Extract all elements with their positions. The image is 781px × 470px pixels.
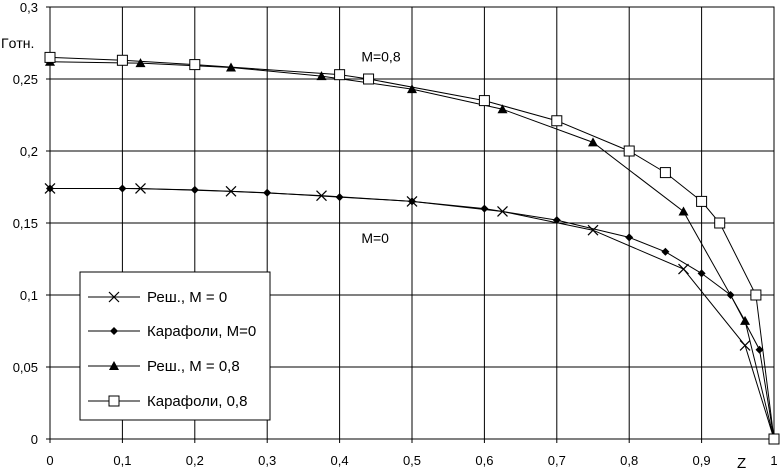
legend-label: Реш., М = 0,8 <box>147 358 240 375</box>
data-point <box>551 115 563 127</box>
data-point <box>189 59 201 71</box>
legend-label: Реш., М = 0 <box>147 289 227 306</box>
data-point <box>678 263 689 275</box>
data-point <box>316 71 327 81</box>
data-point <box>740 315 751 325</box>
x-tick-label: 0,2 <box>186 453 204 468</box>
data-point <box>659 167 671 179</box>
y-tick-label: 0,15 <box>13 216 38 231</box>
data-point <box>116 54 128 66</box>
y-tick-label: 0,1 <box>20 288 38 303</box>
annotation-m0: M=0 <box>361 230 389 246</box>
x-tick-label: 0 <box>46 453 53 468</box>
x-axis-label: Z <box>737 455 746 470</box>
x-tick-label: 0,9 <box>693 453 711 468</box>
data-point <box>334 69 346 81</box>
data-point <box>552 216 561 225</box>
annotation-m08: M=0,8 <box>361 49 401 65</box>
data-point <box>623 145 635 157</box>
data-point <box>190 185 199 194</box>
data-point <box>407 84 417 94</box>
data-point <box>696 195 708 207</box>
data-point <box>768 433 780 445</box>
legend-item-karafoli-08: Карафоли, 0,8 <box>88 393 247 410</box>
series-line <box>49 61 775 440</box>
x-tick-label: 0,1 <box>113 453 131 468</box>
data-point <box>478 95 490 107</box>
data-point <box>263 188 272 197</box>
data-point <box>480 204 489 213</box>
data-point <box>755 345 764 354</box>
series-1 <box>46 184 778 443</box>
data-point <box>739 339 751 351</box>
y-tick-label: 0,3 <box>20 0 38 15</box>
data-point <box>363 73 375 85</box>
legend-label: Карафоли, М=0 <box>147 323 256 340</box>
data-point <box>135 58 146 68</box>
data-point <box>661 247 670 256</box>
legend-item-karafoli-m0: Карафоли, М=0 <box>88 323 256 340</box>
x-tick-label: 0,7 <box>548 453 566 468</box>
y-axis-label: Гoтн. <box>1 35 34 51</box>
x-tick-label: 0,3 <box>258 453 276 468</box>
axes <box>46 6 775 443</box>
legend-label: Карафоли, 0,8 <box>147 393 247 410</box>
data-point <box>44 51 56 63</box>
y-tick-label: 0,2 <box>20 144 38 159</box>
data-point <box>587 224 599 236</box>
data-point <box>335 193 344 202</box>
data-point <box>588 137 598 147</box>
x-tick-label: 0,4 <box>331 453 349 468</box>
x-tick-label: 0,5 <box>403 453 421 468</box>
legend-marker <box>108 395 120 407</box>
legend-item-resh-m0: Реш., М = 0 <box>88 289 227 306</box>
legend-marker <box>110 327 118 335</box>
y-tick-label: 0 <box>31 432 38 447</box>
legend-marker <box>108 291 120 303</box>
data-point <box>46 184 54 193</box>
data-point <box>497 104 508 114</box>
series-3 <box>44 51 780 445</box>
x-tick-label: 1 <box>770 453 777 468</box>
data-point <box>408 197 416 206</box>
series-line <box>50 187 775 440</box>
data-point <box>678 206 689 216</box>
data-point <box>750 289 762 301</box>
x-tick-label: 0,8 <box>620 453 638 468</box>
tick-labels: 0 0,1 0,2 0,3 0,4 0,5 0,6 0,7 0,8 0,9 1 0 0,05 0,1 0,1… <box>13 0 778 468</box>
legend-item-resh-m08: Реш., М = 0,8 <box>88 358 240 375</box>
legend: Реш., М = 0 Карафоли, М=0 Реш., М = 0,8 … <box>79 271 271 421</box>
data-point <box>118 184 127 193</box>
y-tick-label: 0,25 <box>13 72 38 87</box>
data-point <box>714 217 726 229</box>
legend-marker <box>109 361 119 370</box>
series-group <box>44 51 780 445</box>
y-tick-label: 0,05 <box>13 360 38 375</box>
data-point <box>625 233 634 242</box>
x-tick-label: 0,6 <box>475 453 493 468</box>
data-point <box>697 269 706 278</box>
